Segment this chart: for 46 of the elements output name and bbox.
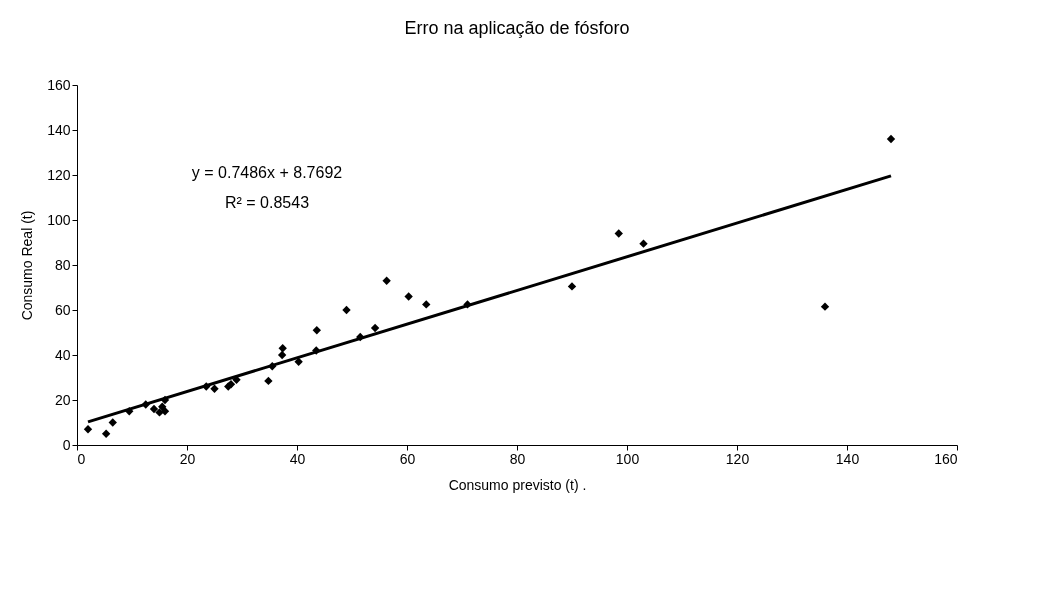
y-tick-label: 80 [54,256,71,273]
y-tick-label: 140 [47,121,71,138]
point [160,407,170,416]
point [149,404,159,414]
point [382,276,391,285]
point [83,425,93,434]
x-tick-label: 120 [725,450,750,467]
y-tick-label: 160 [47,76,71,93]
x-tick-label: 160 [934,450,958,467]
point [342,305,351,315]
point [210,384,219,393]
point [155,408,164,417]
x-axis-title: Consumo previsto (t) . [448,476,587,493]
x-tick-label: 40 [289,450,306,467]
point [158,402,167,411]
point [422,300,431,309]
y-tick-label: 40 [54,346,71,363]
x-tick-label: 80 [509,450,526,467]
point [370,323,380,333]
y-tick-label: 120 [47,166,71,183]
chart-title: Erro na aplicação de fósforo [404,18,630,38]
y-tick-label: 100 [47,211,71,228]
y-tick-label: 20 [54,391,71,408]
point [294,357,303,366]
point [101,429,111,438]
x-tick-label: 20 [179,450,196,467]
y-tick-label: 60 [54,301,71,318]
point [278,344,287,353]
x-tick-label: 140 [835,450,860,467]
y-tick-label: 0 [62,436,71,453]
point [264,376,273,386]
point [277,350,287,360]
point [614,229,623,238]
y-axis-title: Consumo Real (t) [19,210,36,321]
point [108,418,117,427]
point [886,134,896,144]
annotation: y = 0.7486x + 8.7692 [191,164,343,181]
point [820,302,830,311]
point [312,326,321,335]
annotation: R² = 0.8543 [224,194,310,211]
point [567,282,577,291]
x-tick-label: 60 [399,450,416,467]
point [639,239,648,248]
x-tick-label: 100 [615,450,640,467]
x-tick-label: 0 [77,450,86,467]
point [404,292,413,301]
